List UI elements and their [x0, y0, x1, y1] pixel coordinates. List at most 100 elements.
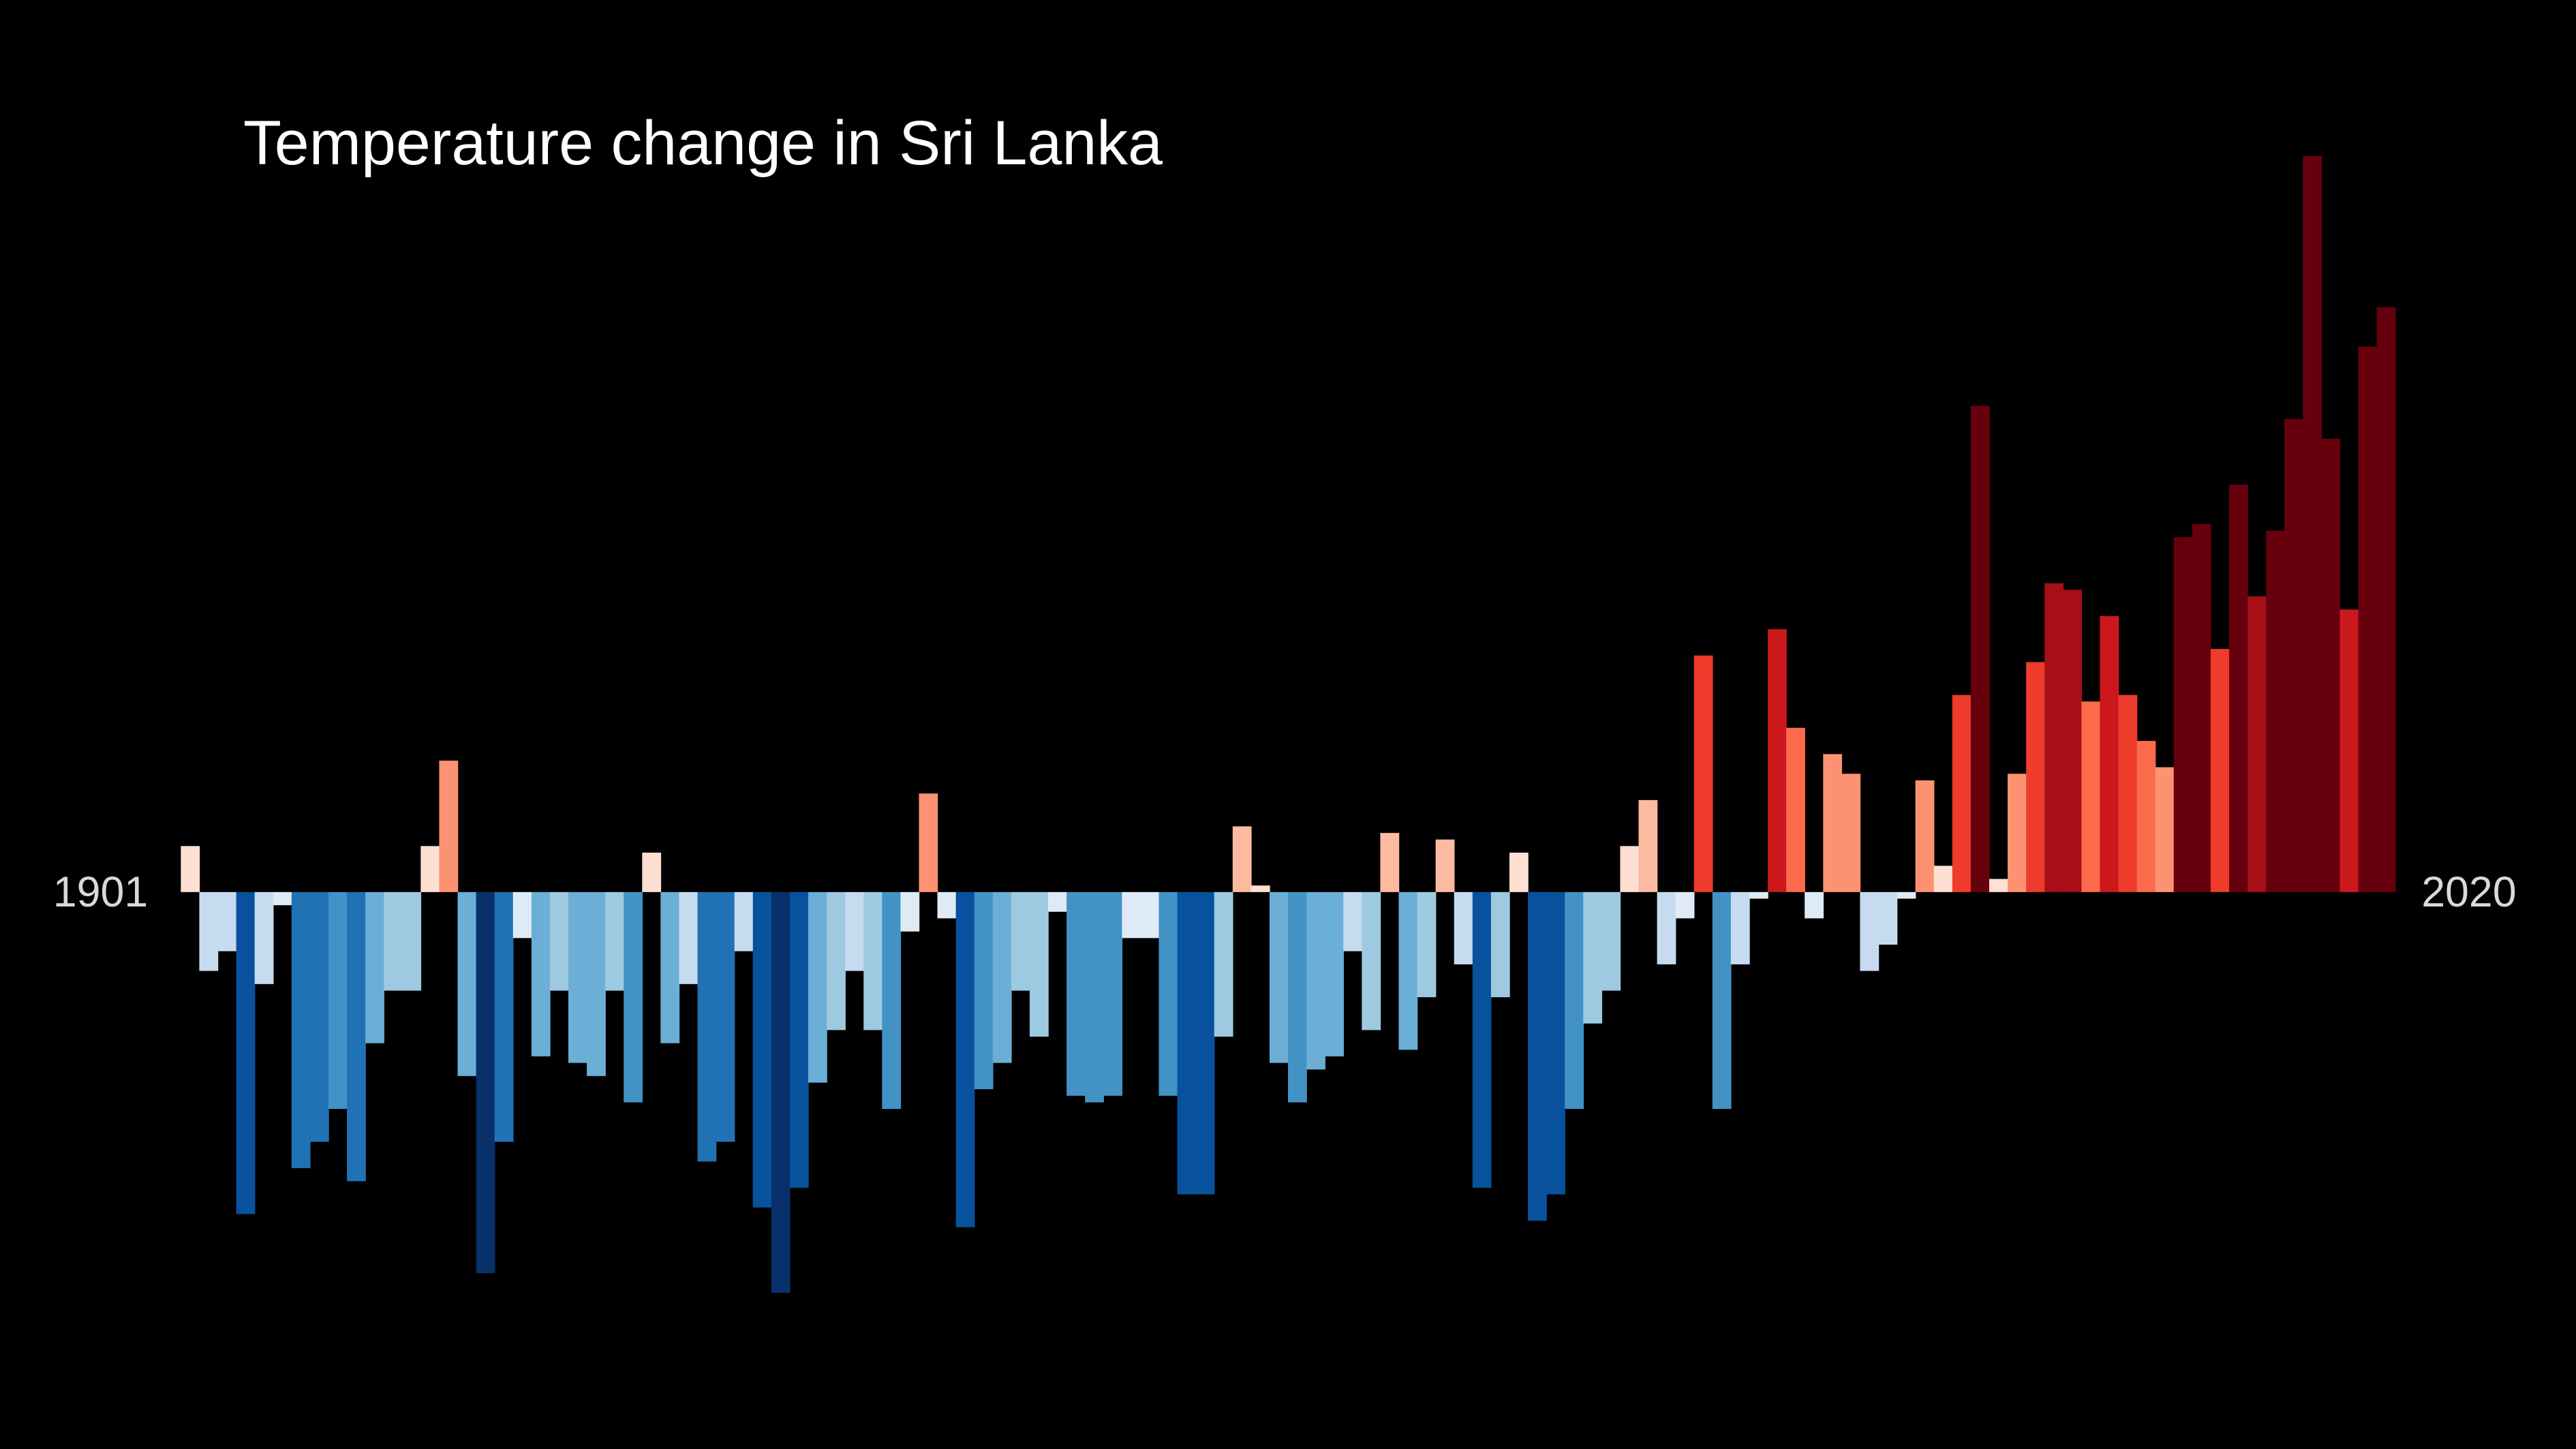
bar — [199, 891, 219, 971]
bar — [181, 846, 200, 892]
bar — [1786, 727, 1805, 892]
bar — [2044, 583, 2064, 892]
bar — [1435, 839, 1455, 892]
bar — [808, 891, 827, 1083]
bar — [1897, 891, 1916, 899]
bar — [605, 891, 624, 991]
bar — [236, 891, 256, 1215]
bar — [2284, 418, 2303, 892]
bar — [1860, 891, 1880, 971]
bar — [1067, 891, 1086, 1096]
bar — [384, 891, 403, 991]
bar — [2303, 155, 2322, 892]
bar — [1122, 891, 1141, 939]
bar — [512, 891, 532, 939]
bar — [660, 891, 680, 1043]
bar — [1288, 891, 1307, 1103]
bar — [2100, 615, 2119, 892]
bar — [1675, 891, 1695, 919]
bar — [827, 891, 846, 1031]
bar — [1047, 891, 1067, 912]
bar — [2063, 590, 2083, 892]
bar — [494, 891, 514, 1142]
bar — [1657, 891, 1676, 964]
bar — [439, 761, 459, 892]
bar — [974, 891, 994, 1090]
bar — [1362, 891, 1381, 1031]
bar — [217, 891, 237, 951]
bar — [2118, 695, 2138, 892]
bar — [1398, 891, 1418, 1050]
bar — [1823, 754, 1843, 892]
bar — [531, 891, 551, 1056]
bar — [1546, 891, 1565, 1195]
bar — [752, 891, 772, 1208]
bar — [2136, 741, 2156, 892]
bar — [1177, 891, 1197, 1195]
bar — [347, 891, 366, 1182]
bar — [1232, 826, 1252, 892]
bar — [1915, 780, 1935, 892]
bar — [1251, 885, 1270, 892]
bar — [1805, 891, 1824, 919]
bar — [1325, 891, 1344, 1056]
bar — [328, 891, 348, 1110]
bar — [587, 891, 606, 1076]
bar — [420, 846, 440, 892]
bar — [2340, 609, 2359, 892]
bar — [1103, 891, 1123, 1096]
bar — [2376, 307, 2396, 892]
bar — [457, 891, 477, 1076]
bar — [2248, 596, 2267, 892]
bar — [1195, 891, 1215, 1195]
bar — [1214, 891, 1233, 1037]
bar — [1933, 866, 1953, 892]
bar — [771, 891, 791, 1294]
bar — [549, 891, 569, 991]
bar — [1140, 891, 1160, 939]
bar — [402, 891, 422, 991]
bar — [992, 891, 1012, 1063]
bar — [716, 891, 735, 1142]
bar — [2266, 530, 2285, 892]
bar — [1509, 853, 1529, 892]
bar — [1730, 891, 1750, 964]
bar — [955, 891, 975, 1227]
bar — [1638, 799, 1658, 892]
bar — [273, 891, 292, 906]
bar — [1565, 891, 1584, 1110]
bar — [1693, 655, 1713, 892]
bar — [1878, 891, 1898, 945]
bar — [1029, 891, 1049, 1037]
bar — [882, 891, 902, 1110]
bar — [937, 891, 957, 919]
bar — [2026, 662, 2045, 892]
bar — [2192, 523, 2211, 892]
bar — [642, 853, 662, 892]
bar — [1601, 891, 1621, 991]
bar — [1085, 891, 1104, 1103]
bar — [1306, 891, 1325, 1070]
bar — [624, 891, 643, 1103]
bar — [2081, 701, 2101, 892]
bar — [291, 891, 311, 1168]
bar — [1583, 891, 1603, 1024]
bar — [1712, 891, 1732, 1110]
bar — [1620, 846, 1640, 892]
bar — [1768, 629, 1787, 892]
bar — [568, 891, 587, 1063]
bar — [1989, 879, 2008, 892]
bar — [1454, 891, 1473, 964]
bar — [1011, 891, 1030, 991]
bar — [1952, 695, 1972, 892]
bar — [1472, 891, 1492, 1188]
bar — [2358, 346, 2378, 892]
bar — [1380, 833, 1400, 892]
bar — [2008, 774, 2027, 892]
bar — [1159, 891, 1178, 1096]
bar — [1841, 774, 1861, 892]
bar — [2210, 649, 2230, 892]
bar — [254, 891, 274, 984]
bar — [1269, 891, 1289, 1063]
